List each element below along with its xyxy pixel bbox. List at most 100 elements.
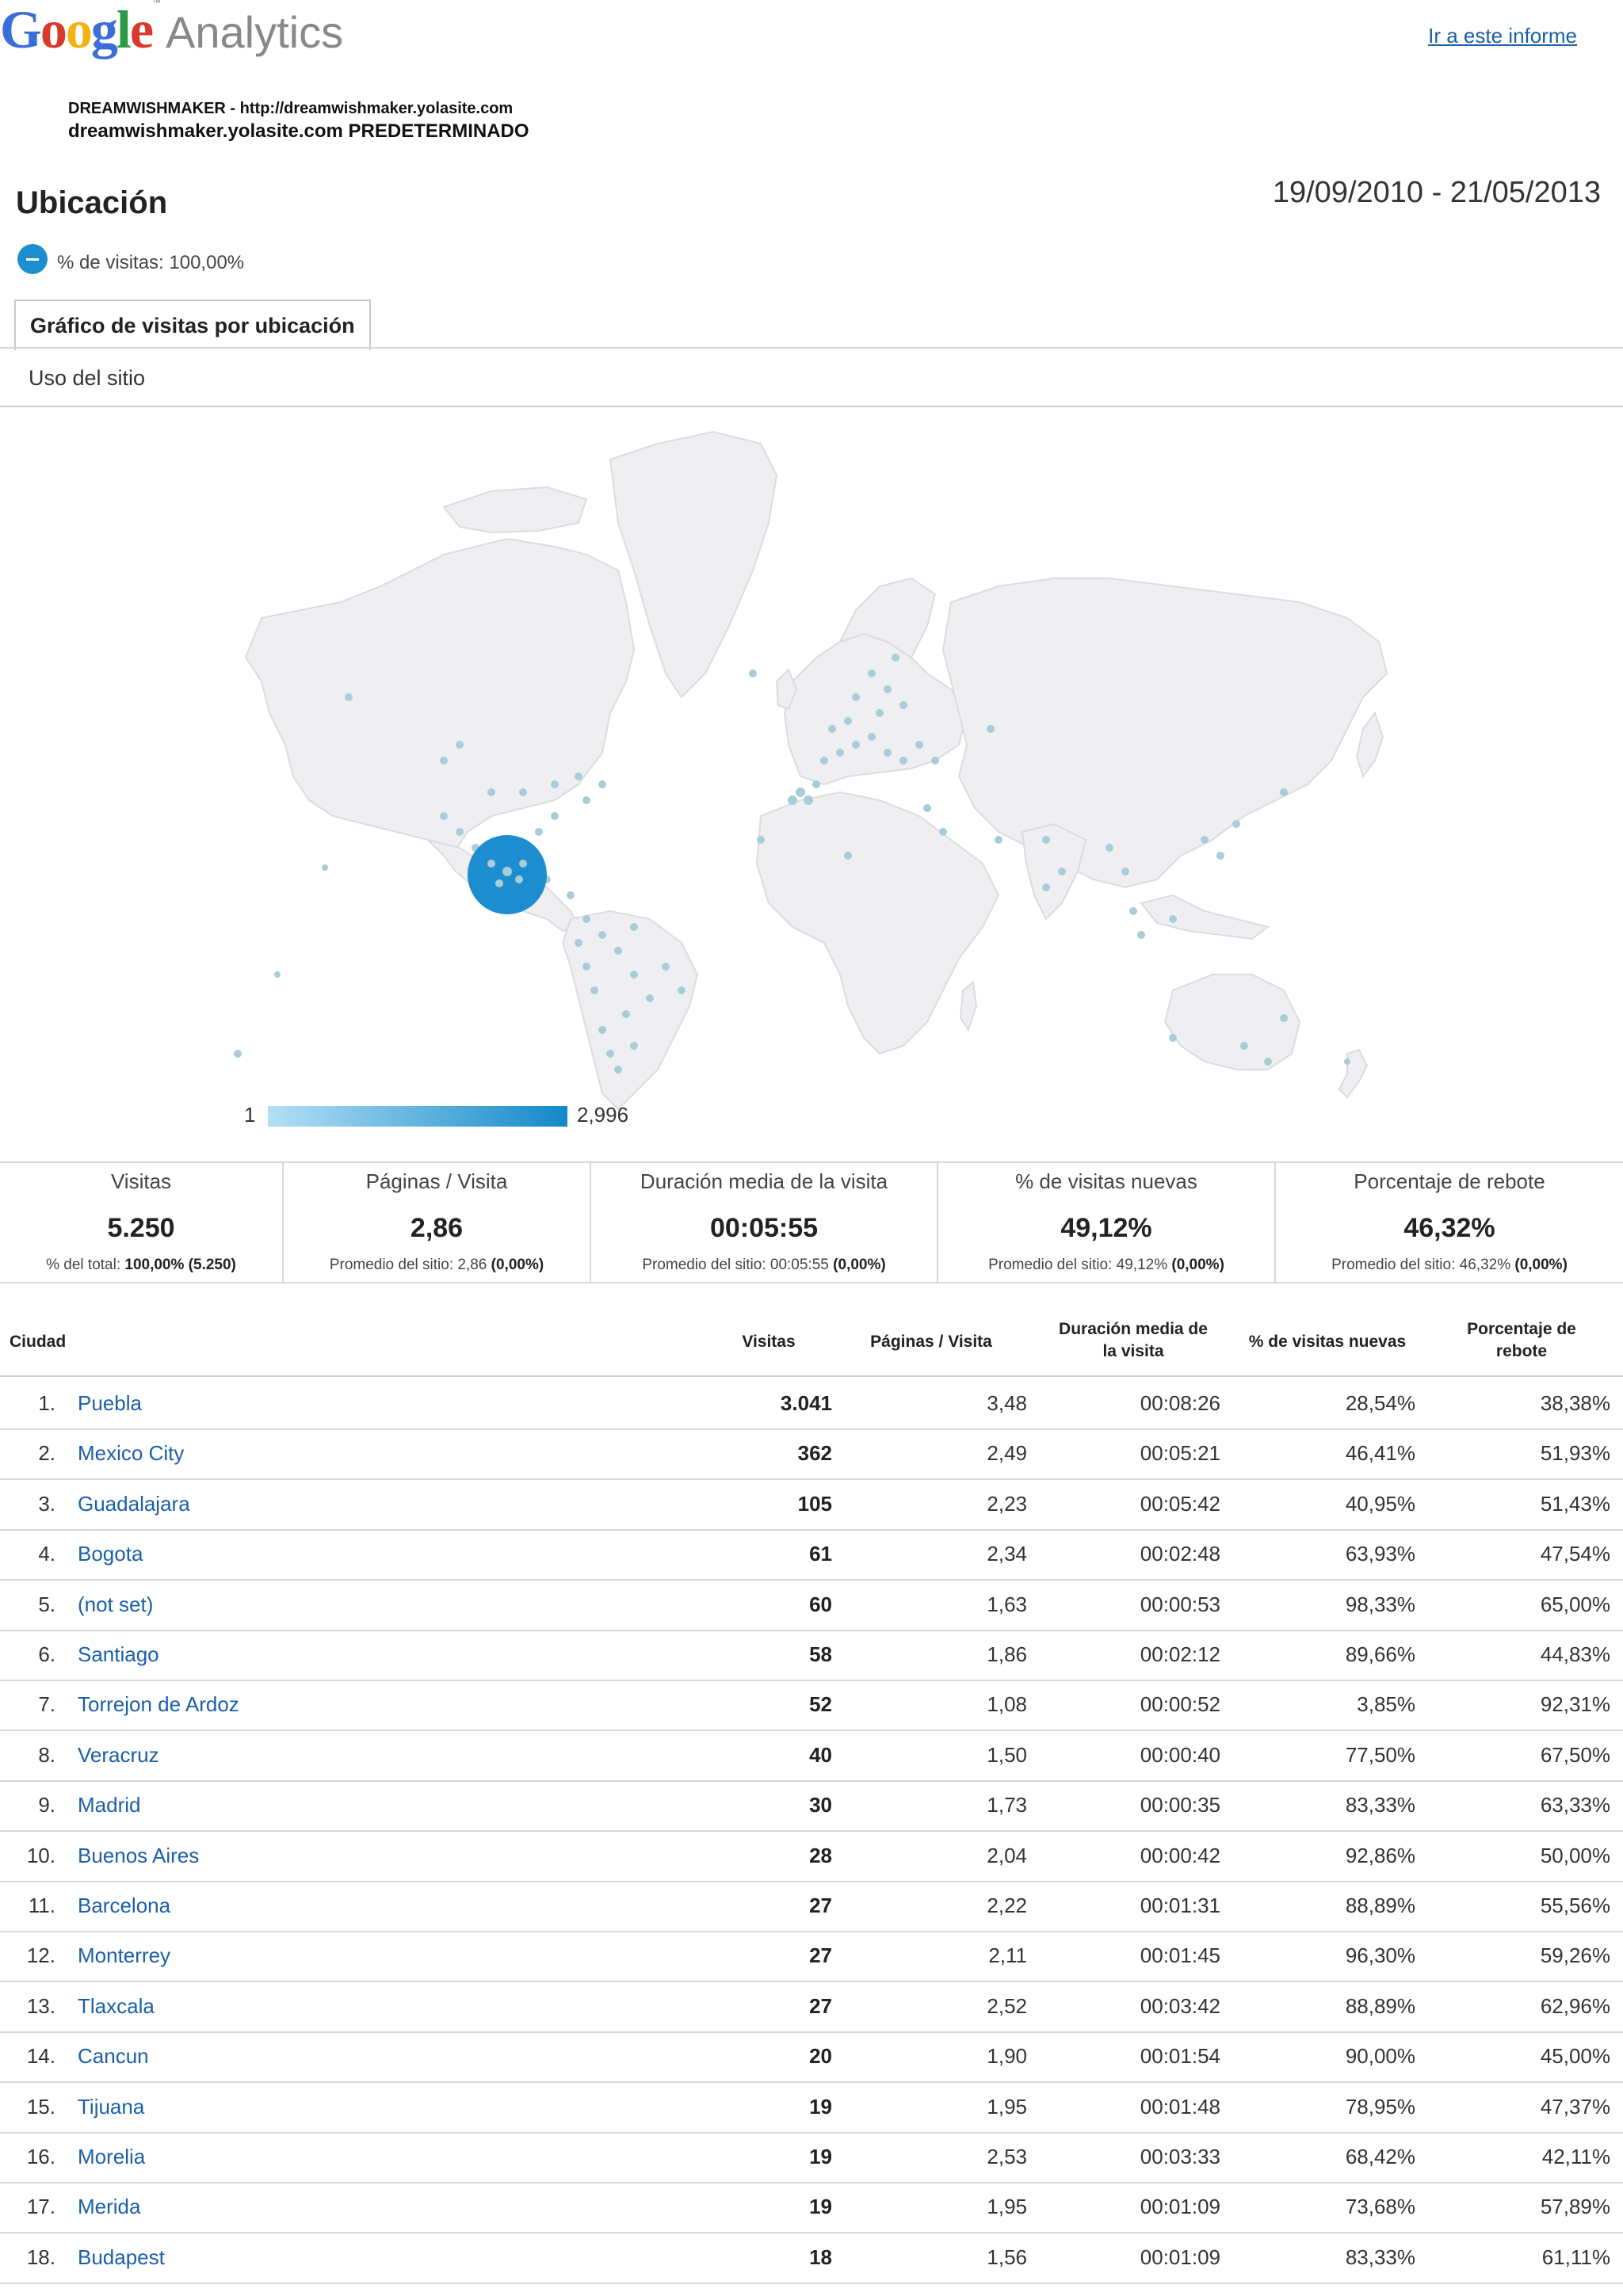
google-analytics-logo: Google™Analytics bbox=[0, 0, 344, 59]
visits-cell: 27 bbox=[809, 1993, 832, 2018]
city-link[interactable]: Tijuana bbox=[78, 2094, 145, 2119]
metric-note: Promedio del sitio: 46,32% (0,00%) bbox=[1276, 1257, 1623, 1274]
new-visits-cell: 73,68% bbox=[1345, 2195, 1415, 2219]
new-visits-cell: 46,41% bbox=[1345, 1441, 1415, 1466]
map-visit-dots bbox=[234, 654, 1350, 1074]
new-visits-cell: 98,33% bbox=[1345, 1592, 1415, 1616]
city-link[interactable]: (not set) bbox=[78, 1592, 154, 1616]
landmass-greenland bbox=[609, 430, 778, 699]
city-link[interactable]: Bogota bbox=[78, 1542, 143, 1566]
metric-note-prefix: Promedio del sitio: 49,12% bbox=[988, 1257, 1168, 1273]
city-link[interactable]: Torrejon de Ardoz bbox=[78, 1692, 239, 1717]
landmass-south-america bbox=[561, 910, 699, 1111]
metric-note-prefix: Promedio del sitio: 46,32% bbox=[1331, 1257, 1511, 1273]
new-visits-cell: 89,66% bbox=[1345, 1642, 1415, 1666]
col-header-city[interactable]: Ciudad bbox=[10, 1333, 67, 1351]
bounce-rate-cell: 62,96% bbox=[1540, 1993, 1610, 2018]
bounce-rate-cell: 44,83% bbox=[1540, 1642, 1610, 1666]
avg-duration-cell: 00:01:31 bbox=[1140, 1894, 1220, 1917]
city-link[interactable]: Puebla bbox=[78, 1391, 142, 1415]
city-link[interactable]: Veracruz bbox=[78, 1742, 159, 1767]
col-header-new-visits[interactable]: % de visitas nuevas bbox=[1248, 1333, 1407, 1351]
table-row: 2. Mexico City 362 2,49 00:05:21 46,41% 51,93% bbox=[0, 1428, 1623, 1481]
table-row: 14. Cancun 20 1,90 00:01:54 90,00% 45,00% bbox=[0, 2031, 1623, 2084]
subtab-site-usage[interactable]: Uso del sitio bbox=[29, 366, 146, 390]
city-link[interactable]: Barcelona bbox=[78, 1894, 171, 1917]
table-row: 3. Guadalajara 105 2,23 00:05:42 40,95% 51,43% bbox=[0, 1479, 1623, 1531]
landmass-europe bbox=[783, 632, 968, 786]
row-index: 12. bbox=[26, 1943, 55, 1968]
city-link[interactable]: Cancun bbox=[78, 2044, 149, 2069]
world-map[interactable] bbox=[0, 412, 1623, 1141]
landmass-africa bbox=[755, 791, 1000, 1055]
row-index: 6. bbox=[38, 1642, 55, 1666]
metric-avg-duration: Duración media de la visita 00:05:55 Pro… bbox=[591, 1163, 938, 1282]
col-header-duration[interactable]: Duración media de la visita bbox=[1038, 1318, 1228, 1363]
landmass-north-america bbox=[244, 537, 636, 857]
col-header-bounce-rate[interactable]: Porcentaje de rebote bbox=[1442, 1318, 1601, 1363]
city-link[interactable]: Buenos Aires bbox=[78, 1843, 200, 1867]
col-header-duration-line2: la visita bbox=[1102, 1342, 1164, 1360]
avg-duration-cell: 00:00:42 bbox=[1140, 1843, 1220, 1867]
page-title: Ubicación bbox=[16, 185, 168, 220]
new-visits-cell: 88,89% bbox=[1345, 1993, 1415, 2018]
map-landmasses bbox=[244, 430, 1388, 1111]
metric-value: 5.250 bbox=[107, 1213, 175, 1243]
pages-per-visit-cell: 1,73 bbox=[987, 1793, 1027, 1817]
metric-label: Porcentaje de rebote bbox=[1354, 1169, 1545, 1193]
city-link[interactable]: Merida bbox=[78, 2195, 141, 2219]
metric-visits: Visitas 5.250 % del total: 100,00% (5.25… bbox=[0, 1163, 284, 1282]
city-link[interactable]: Budapest bbox=[78, 2245, 165, 2269]
legend-min-label: 1 bbox=[244, 1103, 256, 1127]
col-header-pages-per-visit[interactable]: Páginas / Visita bbox=[870, 1333, 992, 1351]
landmass-arctic-islands bbox=[442, 486, 588, 534]
table-row: 5. (not set) 60 1,63 00:00:53 98,33% 65,00% bbox=[0, 1580, 1623, 1631]
row-index: 8. bbox=[38, 1742, 55, 1767]
new-visits-cell: 63,93% bbox=[1345, 1542, 1415, 1566]
row-index: 4. bbox=[38, 1542, 55, 1566]
city-link[interactable]: Guadalajara bbox=[78, 1491, 190, 1516]
visits-cell: 19 bbox=[809, 2145, 832, 2168]
avg-duration-cell: 00:00:40 bbox=[1140, 1742, 1220, 1767]
city-link[interactable]: Santiago bbox=[78, 1642, 159, 1666]
bounce-rate-cell: 50,00% bbox=[1540, 1843, 1610, 1867]
city-link[interactable]: Madrid bbox=[78, 1793, 141, 1817]
profile-line: dreamwishmaker.yolasite.com PREDETERMINA… bbox=[68, 120, 529, 142]
avg-duration-cell: 00:01:09 bbox=[1140, 2245, 1220, 2269]
table-row: 13. Tlaxcala 27 2,52 00:03:42 88,89% 62,96% bbox=[0, 1981, 1623, 2033]
city-link[interactable]: Mexico City bbox=[78, 1441, 185, 1466]
pages-per-visit-cell: 1,95 bbox=[987, 2195, 1027, 2219]
new-visits-cell: 40,95% bbox=[1345, 1491, 1415, 1516]
landmass-new-zealand bbox=[1338, 1048, 1369, 1099]
new-visits-cell: 78,95% bbox=[1345, 2094, 1415, 2119]
pages-per-visit-cell: 3,48 bbox=[987, 1391, 1027, 1415]
go-to-report-link[interactable]: Ir a este informe bbox=[1428, 24, 1577, 48]
row-index: 1. bbox=[38, 1391, 55, 1415]
city-link[interactable]: Monterrey bbox=[78, 1943, 171, 1968]
visits-cell: 19 bbox=[809, 2094, 832, 2119]
new-visits-cell: 77,50% bbox=[1345, 1742, 1415, 1767]
col-header-visits[interactable]: Visitas bbox=[742, 1333, 796, 1351]
avg-duration-cell: 00:02:48 bbox=[1140, 1542, 1220, 1566]
table-row: 15. Tijuana 19 1,95 00:01:48 78,95% 47,37% bbox=[0, 2082, 1623, 2134]
segment-minus-icon[interactable] bbox=[17, 244, 48, 274]
city-link[interactable]: Tlaxcala bbox=[78, 1993, 155, 2018]
visits-cell: 28 bbox=[809, 1843, 832, 1867]
landmass-madagascar bbox=[959, 981, 978, 1032]
row-index: 7. bbox=[38, 1692, 55, 1717]
tab-visits-by-location[interactable]: Gráfico de visitas por ubicación bbox=[14, 299, 371, 350]
new-visits-cell: 96,30% bbox=[1345, 1943, 1415, 1968]
avg-duration-cell: 00:00:52 bbox=[1140, 1692, 1220, 1717]
new-visits-cell: 3,85% bbox=[1357, 1692, 1415, 1717]
metric-note-value: 100,00% (5.250) bbox=[124, 1257, 236, 1273]
visits-cell: 19 bbox=[809, 2195, 832, 2219]
table-row: 7. Torrejon de Ardoz 52 1,08 00:00:52 3,85% 92… bbox=[0, 1680, 1623, 1732]
metric-note-value: (0,00%) bbox=[1171, 1257, 1224, 1273]
logo-analytics-text: Analytics bbox=[166, 7, 344, 57]
city-link[interactable]: Morelia bbox=[78, 2145, 146, 2168]
metric-note-prefix: Promedio del sitio: 00:05:55 bbox=[642, 1257, 829, 1273]
visits-cell: 18 bbox=[809, 2245, 832, 2269]
metric-note-prefix: % del total: bbox=[46, 1257, 121, 1273]
visits-cell: 58 bbox=[809, 1642, 832, 1666]
col-header-bounce-line2: rebote bbox=[1495, 1342, 1548, 1360]
